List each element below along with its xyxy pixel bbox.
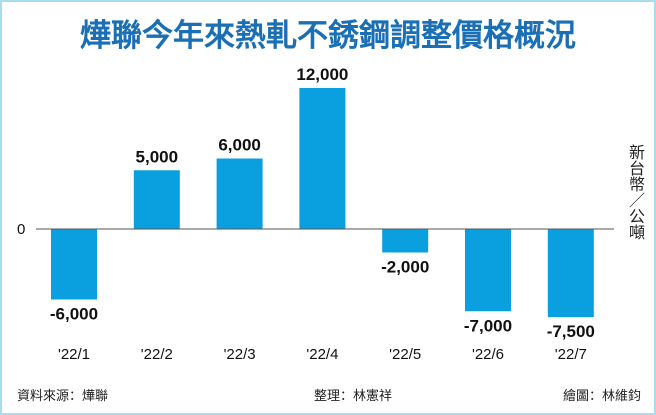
bar bbox=[133, 170, 180, 229]
data-label: 12,000 bbox=[296, 65, 348, 84]
source-note: 資料來源：燁聯 bbox=[17, 389, 109, 404]
bar bbox=[465, 229, 511, 312]
data-label: -2,000 bbox=[381, 258, 429, 277]
data-label: 6,000 bbox=[218, 136, 261, 155]
x-tick-label: '22/3 bbox=[224, 346, 256, 363]
y-axis-label: 新台幣／公噸 bbox=[626, 144, 645, 240]
x-tick-label: '22/4 bbox=[306, 346, 338, 363]
bar bbox=[216, 158, 263, 229]
x-tick-label: '22/5 bbox=[389, 346, 421, 363]
bar bbox=[547, 229, 594, 318]
x-tick-label: '22/6 bbox=[472, 346, 504, 363]
bar bbox=[51, 229, 97, 300]
bar bbox=[299, 88, 346, 229]
bar bbox=[382, 229, 429, 253]
data-label: -6,000 bbox=[50, 305, 98, 324]
editor-note: 整理：林憲祥 bbox=[314, 389, 393, 404]
x-tick-label: '22/7 bbox=[555, 346, 587, 363]
x-tick-label: '22/1 bbox=[58, 346, 90, 363]
data-label: -7,000 bbox=[464, 316, 512, 335]
graphics-note: 繪圖：林維鈞 bbox=[562, 389, 641, 404]
data-label: -7,500 bbox=[547, 322, 595, 341]
zero-tick-label: 0 bbox=[17, 221, 25, 238]
chart-title: 燁聯今年來熱軋不銹鋼調整價格概況 bbox=[80, 18, 576, 54]
data-label: 5,000 bbox=[136, 147, 179, 166]
x-tick-label: '22/2 bbox=[141, 346, 173, 363]
